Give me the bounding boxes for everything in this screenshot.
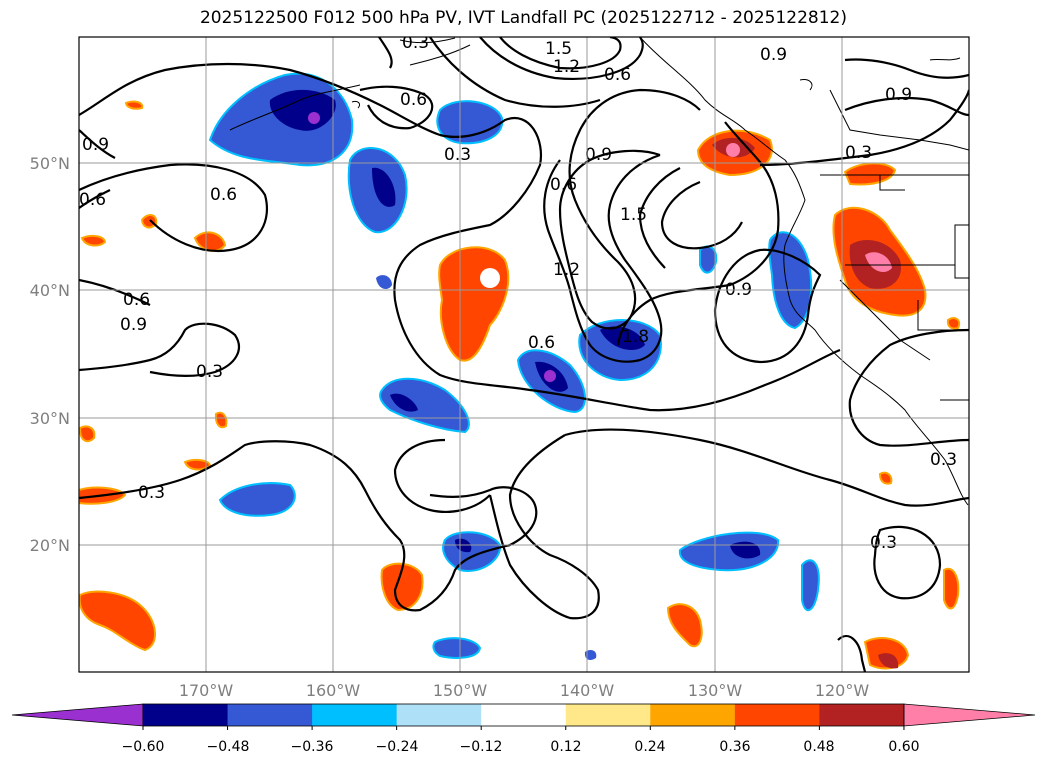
coastlines: [229, 37, 969, 506]
lat-label: 20°N: [30, 536, 70, 555]
contour-label: 1.8: [622, 327, 649, 347]
colorbar-segment: [312, 704, 398, 726]
contour-label: 0.9: [585, 145, 612, 165]
contour-label: 1.2: [553, 57, 580, 77]
colorbar-tick-label: −0.12: [460, 739, 503, 755]
lat-label: 50°N: [30, 154, 70, 173]
lon-label: 150°W: [433, 681, 488, 700]
colorbar-segment: [143, 704, 229, 726]
negative-anomaly-fills: [208, 72, 820, 660]
colorbar-segment: [650, 704, 736, 726]
colorbar-segment: [481, 704, 567, 726]
colorbar-extend-max: [903, 703, 1036, 727]
colorbar-tick-label: −0.60: [122, 739, 165, 755]
contour-label: 0.6: [604, 65, 631, 85]
colorbar-segment: [734, 704, 820, 726]
colorbar-tick-label: 0.36: [719, 739, 750, 755]
contour-label: 0.9: [82, 135, 109, 155]
colorbar-tick-label: −0.24: [376, 739, 419, 755]
colorbar-tick-label: −0.48: [207, 739, 250, 755]
contour-label: 0.3: [196, 362, 223, 382]
lon-label: 160°W: [306, 681, 361, 700]
contour-label: 0.3: [402, 33, 429, 53]
colorbar: [11, 703, 1036, 730]
colorbar-extend-min: [11, 703, 144, 727]
contour-label: 0.3: [845, 143, 872, 163]
latitude-labels: 50°N 40°N 30°N 20°N: [30, 154, 70, 555]
contour-label: 0.6: [123, 290, 150, 310]
contour-label: 1.5: [545, 39, 572, 59]
contour-label: 0.3: [444, 145, 471, 165]
lat-label: 40°N: [30, 281, 70, 300]
lon-label: 170°W: [179, 681, 234, 700]
colorbar-segment: [565, 704, 651, 726]
lon-label: 120°W: [815, 681, 870, 700]
gridlines: [79, 37, 969, 672]
contour-label: 0.3: [930, 450, 957, 470]
colorbar-tick-label: 0.48: [803, 739, 834, 755]
contour-label: 1.5: [620, 205, 647, 225]
map-frame: [78, 36, 970, 673]
colorbar-segment: [227, 704, 313, 726]
colorbar-tick-label: 0.24: [634, 739, 665, 755]
colorbar-tick-label: 0.12: [550, 739, 581, 755]
contour-label: 1.2: [553, 260, 580, 280]
pv-contours: [79, 37, 969, 672]
positive-anomaly-fills: [79, 100, 961, 670]
contour-label: 0.6: [210, 185, 237, 205]
colorbar-segment: [819, 704, 905, 726]
contour-label: 0.9: [120, 315, 147, 335]
colorbar-tick-label: −0.36: [291, 739, 334, 755]
map-title: 2025122500 F012 500 hPa PV, IVT Landfall…: [199, 8, 847, 28]
contour-label: 0.3: [870, 533, 897, 553]
colorbar-outline: [142, 703, 905, 727]
colorbar-segment: [396, 704, 482, 726]
contour-label: 0.9: [760, 45, 787, 65]
contour-label: 0.6: [400, 90, 427, 110]
contour-label: 0.6: [528, 333, 555, 353]
lat-label: 30°N: [30, 409, 70, 428]
colorbar-ticks: −0.60 −0.48 −0.36 −0.24 −0.12 0.12 0.24 …: [122, 739, 920, 755]
colorbar-tick-label: 0.60: [888, 739, 919, 755]
lon-label: 140°W: [560, 681, 615, 700]
lon-label: 130°W: [688, 681, 743, 700]
contour-label: 0.3: [138, 483, 165, 503]
longitude-labels: 170°W 160°W 150°W 140°W 130°W 120°W: [179, 681, 870, 700]
contour-label: 0.6: [550, 175, 577, 195]
contour-label: 0.6: [79, 190, 106, 210]
contour-label: 0.9: [885, 85, 912, 105]
